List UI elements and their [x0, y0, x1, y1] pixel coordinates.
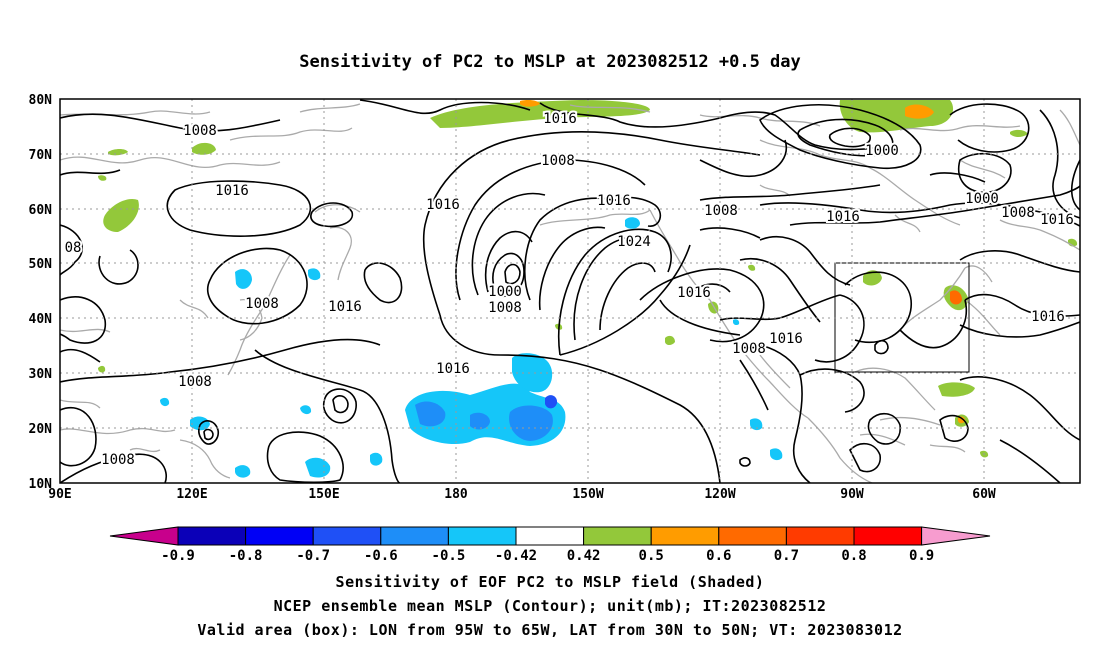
contour-label: 1016 [677, 285, 711, 301]
colorbar-segment [312, 526, 382, 546]
longitude-label: 90W [840, 487, 864, 502]
colorbar-segment [853, 526, 923, 546]
contour-label: 1008 [1001, 205, 1035, 221]
longitude-labels: 90E 120E 150E 180 150W 120W 90W 60W [48, 487, 996, 502]
contour-label: 1016 [436, 361, 470, 377]
contour-label-group: 1008 1016 08 1008 1016 1008 1008 1016 10… [63, 109, 1076, 470]
contour-label: 1016 [826, 209, 860, 225]
contour-label: 1016 [543, 111, 577, 127]
contour-label: 1008 [732, 341, 766, 357]
contour-label: 1016 [769, 331, 803, 347]
contour-label: 1008 [704, 203, 738, 219]
latitude-label: 50N [29, 257, 53, 272]
latitude-label: 60N [29, 203, 53, 218]
latitude-label: 20N [29, 422, 53, 437]
longitude-label: 60W [972, 487, 996, 502]
colorbar-segment [785, 526, 855, 546]
caption-line-3: Valid area (box): LON from 95W to 65W, L… [197, 621, 903, 639]
latitude-labels: 80N 70N 60N 50N 40N 30N 20N 10N [29, 93, 53, 492]
longitude-label: 150W [572, 487, 603, 502]
map-title: Sensitivity of PC2 to MSLP at 2023082512… [299, 52, 801, 72]
colorbar-label: 0.7 [774, 548, 799, 564]
contour-label: 1008 [245, 296, 279, 312]
colorbar-label: 0.9 [909, 548, 934, 564]
latitude-label: 10N [29, 477, 53, 492]
colorbar-segment [583, 526, 652, 546]
longitude-label: 150E [308, 487, 339, 502]
colorbar-label: -0.42 [495, 548, 537, 564]
contour-label: 1008 [101, 452, 135, 468]
contour-label: 08 [65, 240, 82, 256]
colorbar-label: -0.5 [432, 548, 466, 564]
map-gridlines [60, 99, 1080, 483]
colorbar-segment [245, 526, 314, 546]
contour-label: 1016 [1031, 309, 1065, 325]
map-frame [59, 98, 1081, 484]
contour-label: 1000 [865, 143, 899, 159]
mslp-contours [60, 99, 1080, 483]
colorbar-label: -0.7 [296, 548, 330, 564]
colorbar-high-extend [921, 526, 991, 546]
contour-label: 1008 [178, 374, 212, 390]
contour-label: 1000 [488, 284, 522, 300]
colorbar-segment [380, 526, 449, 546]
contour-label: 1008 [488, 300, 522, 316]
negative-sensitivity-shading [160, 217, 783, 478]
longitude-label: 120W [704, 487, 735, 502]
longitude-label: 90E [48, 487, 71, 502]
map-figure: Sensitivity of PC2 to MSLP at 2023082512… [29, 52, 1081, 564]
colorbar-segment [650, 526, 720, 546]
colorbar-label: 0.6 [706, 548, 731, 564]
colorbar-label: 0.5 [639, 548, 664, 564]
colorbar-label: 0.42 [567, 548, 601, 564]
colorbar-segment [177, 526, 247, 546]
colorbar-label: -0.6 [364, 548, 398, 564]
colorbar-segment [718, 526, 787, 546]
contour-label: 1000 [965, 191, 999, 207]
contour-label: 1016 [597, 193, 631, 209]
latitude-label: 30N [29, 367, 53, 382]
contour-label: 1016 [215, 183, 249, 199]
colorbar-label: 0.8 [841, 548, 866, 564]
colorbar-label: -0.9 [161, 548, 195, 564]
latitude-label: 80N [29, 93, 53, 108]
contour-label: 1016 [328, 299, 362, 315]
colorbar-label: -0.8 [229, 548, 263, 564]
colorbar-segment [447, 526, 517, 546]
caption-line-1: Sensitivity of EOF PC2 to MSLP field (Sh… [335, 573, 765, 591]
colorbar-labels: -0.9 -0.8 -0.7 -0.6 -0.5 -0.42 0.42 0.5 … [161, 548, 934, 564]
latitude-label: 70N [29, 148, 53, 163]
coastlines [60, 103, 1080, 483]
contour-label: 1016 [426, 197, 460, 213]
contour-label: 1024 [617, 234, 651, 250]
contour-label: 1008 [183, 123, 217, 139]
contour-label: 1008 [541, 153, 575, 169]
caption-line-2: NCEP ensemble mean MSLP (Contour); unit(… [273, 597, 827, 615]
contour-label: 1016 [1040, 212, 1074, 228]
colorbar-low-extend [109, 526, 179, 546]
longitude-label: 180 [444, 487, 468, 502]
colorbar-segment [515, 526, 585, 546]
latitude-label: 40N [29, 312, 53, 327]
longitude-label: 120E [176, 487, 207, 502]
colorbar [109, 526, 991, 546]
